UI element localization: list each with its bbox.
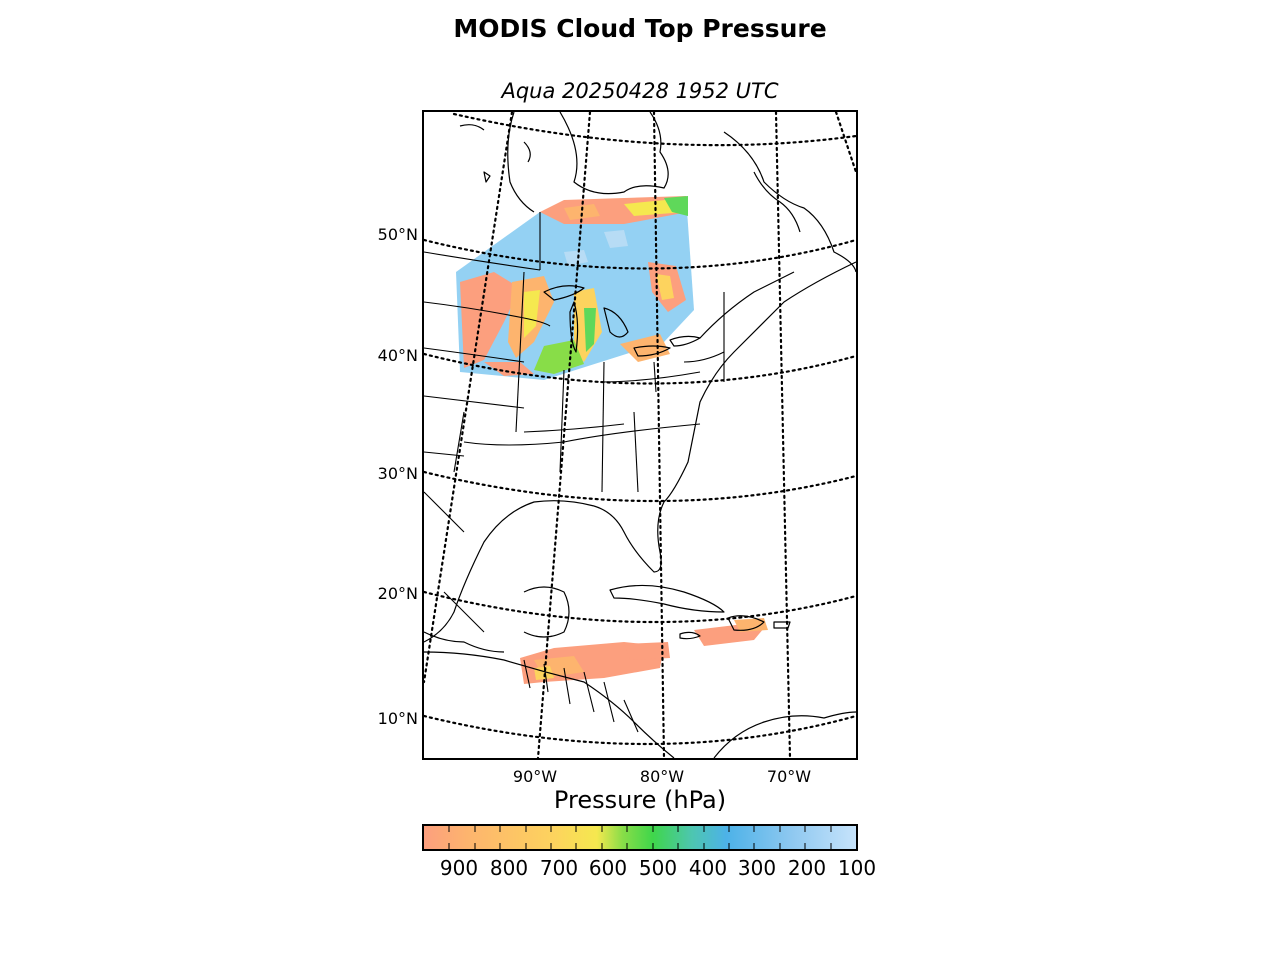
colorbar-tick-100: 100 — [837, 856, 877, 880]
colorbar-label: Pressure (hPa) — [553, 786, 727, 814]
colorbar-svg — [424, 826, 856, 849]
colorbar-tick-900: 900 — [439, 856, 479, 880]
coastlines — [424, 112, 856, 758]
lat-label-30: 30°N — [377, 464, 418, 483]
colorbar-tick-500: 500 — [638, 856, 678, 880]
colorbar-tick-600: 600 — [588, 856, 628, 880]
lat-label-10: 10°N — [377, 709, 418, 728]
map-panel — [422, 110, 858, 760]
cloud-overlay-north — [456, 196, 694, 380]
lon-label-90w: 90°W — [512, 767, 558, 786]
lon-label-80w: 80°W — [639, 767, 685, 786]
colorbar-tick-400: 400 — [688, 856, 728, 880]
colorbar — [422, 824, 858, 851]
colorbar-tick-300: 300 — [737, 856, 777, 880]
colorbar-tick-800: 800 — [489, 856, 529, 880]
colorbar-tick-200: 200 — [787, 856, 827, 880]
chart-title: MODIS Cloud Top Pressure — [453, 14, 827, 43]
graticule-lat — [424, 112, 856, 746]
colorbar-tick-700: 700 — [539, 856, 579, 880]
colorbar-gradient — [424, 826, 856, 849]
graticule-lon — [424, 112, 856, 758]
lon-label-70w: 70°W — [766, 767, 812, 786]
political-borders — [424, 212, 725, 733]
colorbar-ticks — [448, 826, 832, 849]
chart-subtitle: Aqua 20250428 1952 UTC — [501, 79, 779, 103]
lat-label-50: 50°N — [377, 225, 418, 244]
map-svg — [424, 112, 856, 758]
cloud-overlay-south — [520, 618, 768, 684]
lat-label-40: 40°N — [377, 346, 418, 365]
lat-label-20: 20°N — [377, 584, 418, 603]
